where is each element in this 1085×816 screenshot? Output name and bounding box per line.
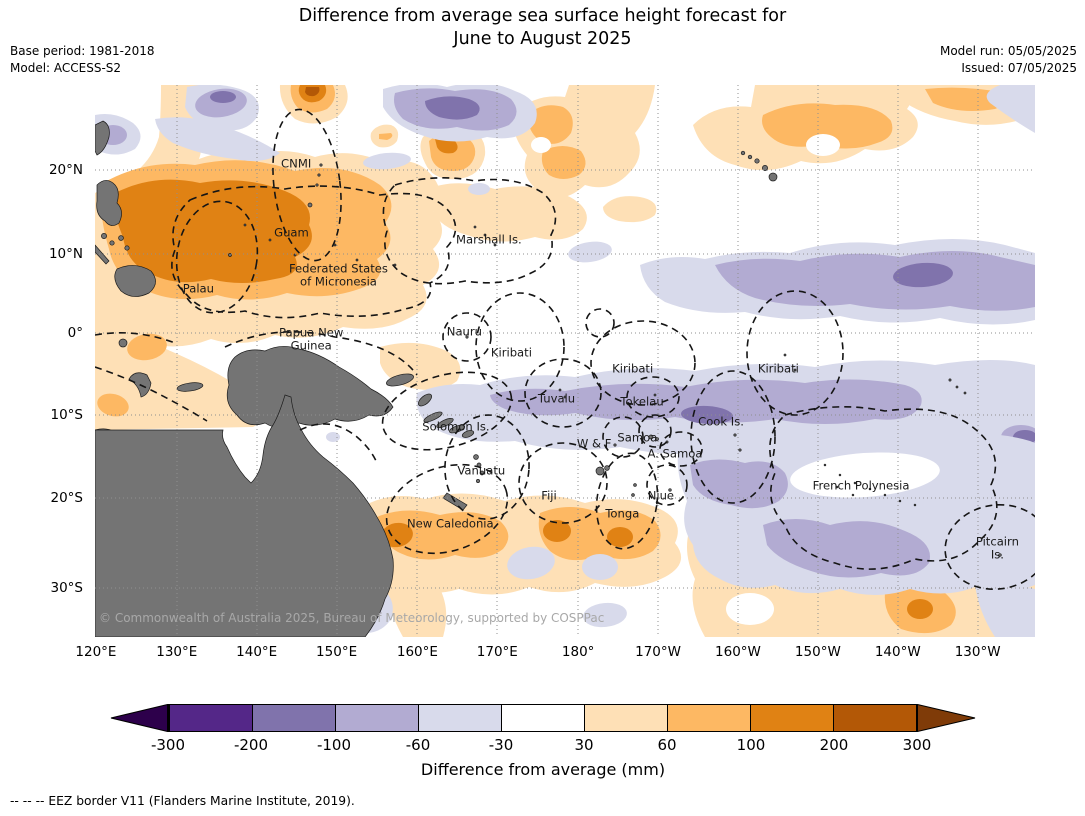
model-text: Model: ACCESS-S2 [10, 61, 122, 76]
land-layer [95, 120, 1002, 637]
x-axis-tick-label: 180° [561, 644, 595, 660]
page-title: Difference from average sea surface heig… [0, 5, 1085, 52]
base-period-text: Base period: 1981-2018 [10, 44, 155, 58]
colorbar [110, 704, 976, 732]
colorbar-arrow-high [917, 704, 976, 732]
x-axis-tick-label: 120°E [75, 644, 117, 660]
colorbar-segment [750, 705, 833, 731]
title-line2: June to August 2025 [453, 29, 632, 50]
colorbar-tick-label: -100 [316, 736, 352, 754]
colorbar-segment [584, 705, 667, 731]
colorbar-tick-label: 60 [657, 736, 677, 754]
colorbar-tick-label: 300 [902, 736, 932, 754]
x-axis-tick-label: 140°W [874, 644, 921, 660]
x-axis-tick-label: 130°W [954, 644, 1001, 660]
colorbar-segment [252, 705, 335, 731]
colorbar-tick-label: -60 [405, 736, 431, 754]
map-graphic [95, 85, 1035, 637]
colorbar-arrow-low [110, 704, 168, 732]
y-axis-tick-label: 30°S [50, 579, 84, 596]
colorbar-segment [833, 705, 916, 731]
y-axis-tick-label: 10°N [48, 245, 83, 262]
y-axis-tick-label: 0° [67, 324, 83, 341]
model-run-text: Model run: 05/05/2025 [939, 44, 1077, 58]
colorbar-title: Difference from average (mm) [420, 760, 666, 779]
colorbar-tick-label: 200 [819, 736, 849, 754]
x-axis-tick-label: 170°E [476, 644, 518, 660]
colorbar-segment [501, 705, 584, 731]
title-line1: Difference from average sea surface heig… [298, 6, 787, 26]
map-area: CNMI Guam Marshall Is. Federated States of … [49, 85, 1035, 660]
colorbar-segments [168, 704, 917, 732]
y-axis-tick-label: 20°N [48, 162, 83, 178]
y-axis-tick-label: 10°S [50, 407, 84, 424]
colorbar-tick-label: -30 [488, 736, 514, 754]
x-axis-tick-label: 160°E [396, 644, 438, 660]
meta-right: Model run: 05/05/2025 Issued: 07/05/2025 [940, 43, 1077, 78]
x-axis-tick-label: 130°E [156, 644, 198, 660]
eez-footnote: -- -- -- EEZ border V11 (Flanders Marine… [10, 794, 355, 808]
x-axis-tick-label: 150°E [316, 644, 358, 660]
issued-text: Issued: 07/05/2025 [961, 61, 1077, 76]
colorbar-segment [169, 705, 252, 731]
colorbar-tick-label: 30 [574, 736, 594, 754]
colorbar-segment [335, 705, 418, 731]
x-axis-tick-label: 170°W [635, 644, 681, 660]
x-axis-tick-label: 140°E [236, 644, 278, 660]
colorbar-segment [418, 705, 501, 731]
colorbar-tick-label: 100 [736, 736, 766, 754]
colorbar-ticks: -300 -200 -100 -60 -30 30 60 100 200 300 [151, 736, 931, 754]
colorbar-tick-label: -200 [233, 736, 269, 754]
copyright-text: © Commonwealth of Australia 2025, Bureau… [99, 611, 605, 625]
eez-border-layer [95, 108, 1035, 591]
x-axis-tick-label: 150°W [794, 644, 841, 660]
x-axis-tick-label: 160°W [715, 644, 761, 660]
y-axis-tick-label: 20°S [50, 489, 84, 506]
colorbar-tick-label: -300 [150, 736, 186, 754]
meta-left: Base period: 1981-2018 Model: ACCESS-S2 [10, 43, 155, 78]
colorbar-segment [667, 705, 750, 731]
